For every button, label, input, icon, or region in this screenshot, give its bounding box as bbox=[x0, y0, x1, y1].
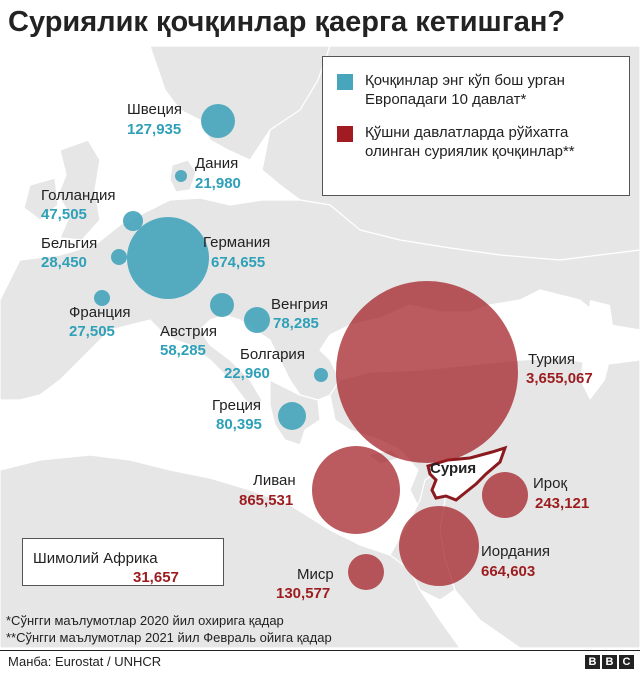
value-north-africa: 31,657 bbox=[133, 569, 179, 586]
value-bulgaria: 22,960 bbox=[224, 365, 270, 382]
value-sweden: 127,935 bbox=[127, 121, 182, 138]
value-jordan: 664,603 bbox=[481, 563, 536, 580]
label-egypt: Миср bbox=[297, 566, 334, 583]
footnote-2: **Сўнгги маълумотлар 2021 йил Февраль ой… bbox=[6, 630, 332, 645]
value-austria: 58,285 bbox=[160, 342, 206, 359]
circle-sweden bbox=[201, 104, 235, 138]
label-turkey: Туркия bbox=[528, 351, 576, 368]
value-denmark: 21,980 bbox=[195, 175, 241, 192]
label-syria: Сурия bbox=[430, 460, 477, 477]
circle-belgium bbox=[111, 249, 127, 265]
footnote-1: *Сўнгги маълумотлар 2020 йил охирига қад… bbox=[6, 613, 284, 628]
label-france: Франция bbox=[69, 304, 131, 321]
land-uk bbox=[57, 139, 101, 241]
label-sweden: Швеция bbox=[127, 101, 182, 118]
value-greece: 80,395 bbox=[216, 416, 262, 433]
label-north-africa: Шимолий Африка bbox=[33, 550, 158, 567]
bbc-logo-b1: B bbox=[585, 655, 600, 669]
value-iraq: 243,121 bbox=[535, 495, 590, 512]
circle-lebanon bbox=[312, 446, 400, 534]
circle-denmark bbox=[175, 170, 187, 182]
label-germany: Германия bbox=[203, 234, 271, 251]
north-africa-box bbox=[22, 538, 224, 586]
red-sea bbox=[440, 600, 480, 648]
label-bulgaria: Болгария bbox=[240, 346, 305, 363]
value-belgium: 28,450 bbox=[41, 254, 87, 271]
source-text: Манба: Eurostat / UNHCR bbox=[8, 654, 162, 669]
legend: Қочқинлар энг кўп бош урган Европадаги 1… bbox=[322, 56, 630, 196]
circle-greece bbox=[278, 402, 306, 430]
land-north-africa bbox=[0, 454, 461, 648]
bbc-logo-c: C bbox=[619, 655, 634, 669]
circle-turkey bbox=[336, 281, 518, 463]
value-hungary: 78,285 bbox=[273, 315, 319, 332]
circle-iraq bbox=[482, 472, 528, 518]
circle-germany bbox=[127, 217, 209, 299]
label-greece: Греция bbox=[212, 397, 262, 414]
value-egypt: 130,577 bbox=[276, 585, 331, 602]
adriatic-sea bbox=[225, 318, 275, 378]
label-netherlands: Голландия bbox=[41, 187, 116, 204]
bbc-logo-b2: B bbox=[602, 655, 617, 669]
source-divider bbox=[0, 650, 640, 674]
circle-egypt bbox=[348, 554, 384, 590]
value-netherlands: 47,505 bbox=[41, 206, 87, 223]
circle-austria bbox=[210, 293, 234, 317]
syria-outline bbox=[426, 445, 508, 502]
label-lebanon: Ливан bbox=[253, 472, 296, 489]
label-austria: Австрия bbox=[160, 323, 218, 340]
value-lebanon: 865,531 bbox=[239, 492, 294, 509]
page-title: Сурия­лик қочқинлар қаерга кетишган? bbox=[8, 6, 566, 38]
legend-item-eu: Қочқинлар энг кўп бош урган Европадаги 1… bbox=[337, 71, 627, 109]
circle-hungary bbox=[244, 307, 270, 333]
label-iraq: Ироқ bbox=[533, 475, 568, 492]
land-ireland bbox=[23, 177, 59, 221]
value-germany: 674,655 bbox=[211, 254, 266, 271]
label-denmark: Дания bbox=[195, 155, 239, 172]
circle-bulgaria bbox=[314, 368, 328, 382]
eu-circles bbox=[94, 104, 328, 430]
label-jordan: Иордания bbox=[481, 543, 551, 560]
legend-swatch-nonbloc bbox=[337, 126, 353, 142]
legend-label-nonbloc: Қўшни давлатларда рўйхатга олинган сурия… bbox=[365, 124, 575, 160]
label-belgium: Бельгия bbox=[41, 235, 98, 252]
value-turkey: 3,655,067 bbox=[526, 370, 593, 387]
legend-swatch-eu bbox=[337, 74, 353, 90]
value-france: 27,505 bbox=[69, 323, 115, 340]
circle-netherlands bbox=[123, 211, 143, 231]
neighbour-circles bbox=[197, 281, 528, 590]
circle-france bbox=[94, 290, 110, 306]
legend-item-nonbloc: Қўшни давлатларда рўйхатга олинган сурия… bbox=[337, 123, 597, 161]
circle-jordan bbox=[399, 506, 479, 586]
legend-label-eu: Қочқинлар энг кўп бош урган Европадаги 1… bbox=[365, 72, 565, 108]
caspian-sea bbox=[580, 300, 615, 400]
label-hungary: Венгрия bbox=[271, 296, 328, 313]
